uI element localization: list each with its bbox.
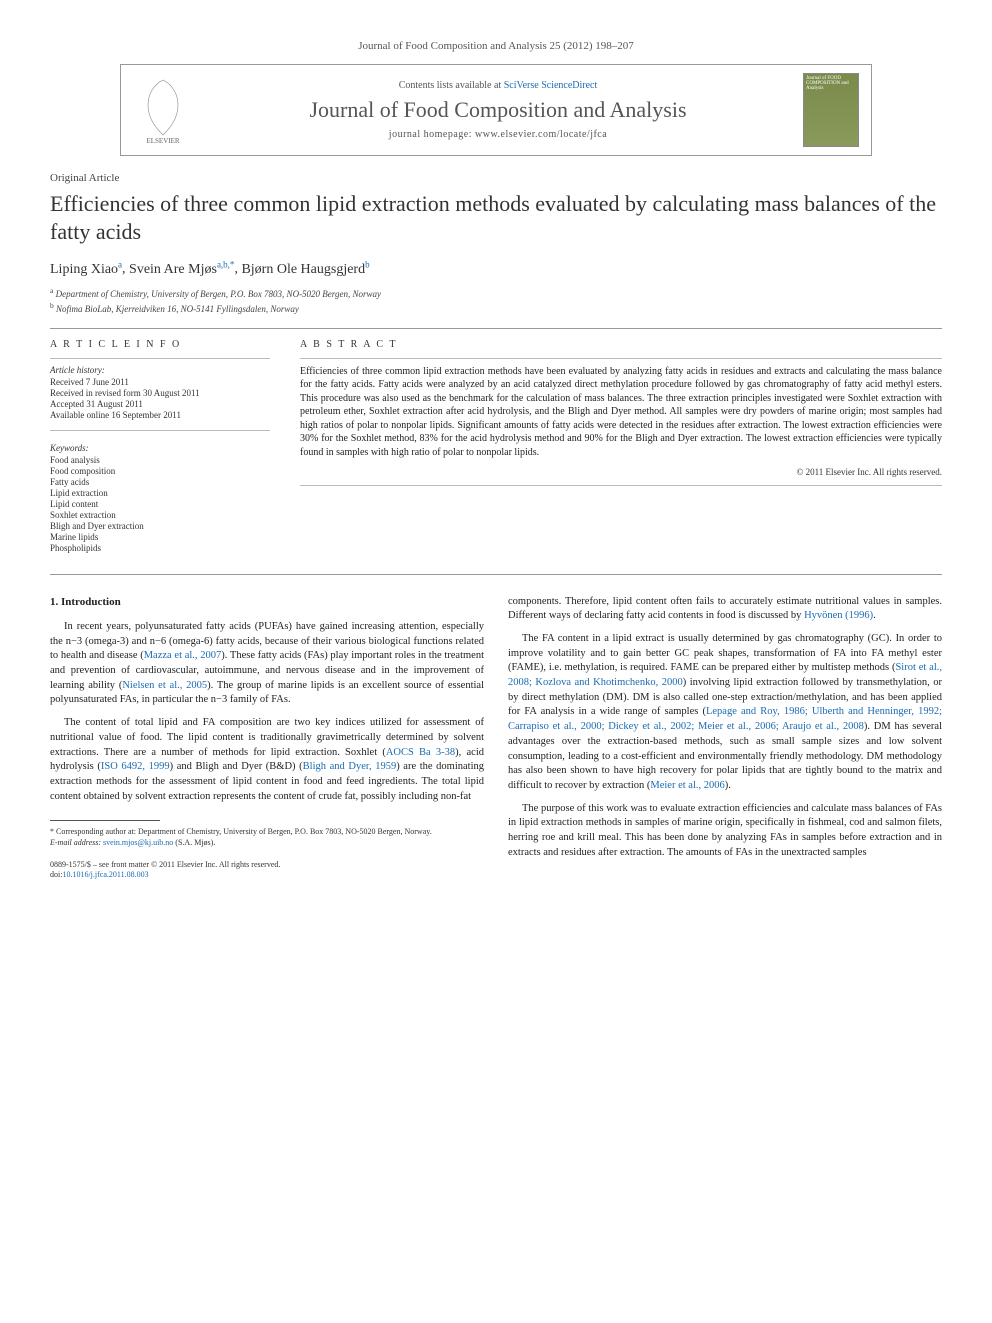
paragraph: The purpose of this work was to evaluate… [508, 802, 942, 861]
thin-divider [300, 485, 942, 486]
reference-link[interactable]: ISO 6492, 1999 [101, 761, 170, 772]
abstract-copyright: © 2011 Elsevier Inc. All rights reserved… [300, 467, 942, 477]
footer-bar: 0889-1575/$ – see front matter © 2011 El… [50, 860, 484, 881]
abstract: A B S T R A C T Efficiencies of three co… [300, 339, 942, 554]
sciencedirect-link[interactable]: SciVerse ScienceDirect [504, 80, 598, 91]
abstract-text: Efficiencies of three common lipid extra… [300, 365, 942, 460]
history-item: Accepted 31 August 2011 [50, 399, 270, 409]
thin-divider [300, 358, 942, 359]
reference-link[interactable]: Nielsen et al., 2005 [122, 680, 207, 691]
email-link[interactable]: svein.mjos@kj.uib.no [103, 838, 173, 847]
affiliation: a Department of Chemistry, University of… [50, 286, 942, 299]
keyword: Marine lipids [50, 532, 270, 542]
author: Svein Are Mjøsa,b,* [129, 262, 234, 277]
paragraph: The FA content in a lipid extract is usu… [508, 632, 942, 794]
history-item: Available online 16 September 2011 [50, 410, 270, 420]
contents-box: ELSEVIER Contents lists available at Sci… [120, 64, 872, 156]
keyword: Food composition [50, 466, 270, 476]
author: Bjørn Ole Haugsgjerdb [241, 262, 369, 277]
paragraph: components. Therefore, lipid content oft… [508, 595, 942, 624]
citation-text: Journal of Food Composition and Analysis… [358, 40, 634, 52]
reference-link[interactable]: Hyvönen (1996) [804, 610, 873, 621]
journal-name: Journal of Food Composition and Analysis [205, 97, 791, 123]
history-label: Article history: [50, 365, 270, 375]
keyword: Soxhlet extraction [50, 510, 270, 520]
keywords-label: Keywords: [50, 443, 270, 453]
keyword: Lipid content [50, 499, 270, 509]
keyword: Lipid extraction [50, 488, 270, 498]
author: Liping Xiaoa [50, 262, 122, 277]
history-item: Received in revised form 30 August 2011 [50, 388, 270, 398]
doi-link[interactable]: 10.1016/j.jfca.2011.08.003 [62, 870, 148, 879]
thin-divider [50, 358, 270, 359]
svg-text:ELSEVIER: ELSEVIER [146, 137, 179, 145]
column-right: components. Therefore, lipid content oft… [508, 595, 942, 881]
history-item: Received 7 June 2011 [50, 377, 270, 387]
email-footnote: E-mail address: svein.mjos@kj.uib.no (S.… [50, 838, 484, 848]
reference-link[interactable]: Mazza et al., 2007 [144, 650, 222, 661]
thin-divider [50, 430, 270, 431]
section-heading: 1. Introduction [50, 595, 484, 610]
reference-link[interactable]: AOCS Ba 3-38 [386, 747, 455, 758]
journal-cover-thumb: Journal of FOOD COMPOSITION and Analysis [803, 73, 859, 147]
section-label: Original Article [50, 172, 942, 184]
keyword: Food analysis [50, 455, 270, 465]
contents-mid: Contents lists available at SciVerse Sci… [205, 80, 791, 140]
paragraph: The content of total lipid and FA compos… [50, 716, 484, 804]
keyword: Bligh and Dyer extraction [50, 521, 270, 531]
body-columns: 1. Introduction In recent years, polyuns… [50, 595, 942, 881]
front-matter-line: 0889-1575/$ – see front matter © 2011 El… [50, 860, 484, 870]
contents-available-line: Contents lists available at SciVerse Sci… [205, 80, 791, 91]
article-title: Efficiencies of three common lipid extra… [50, 190, 942, 245]
article-info: A R T I C L E I N F O Article history: R… [50, 339, 270, 554]
corresponding-footnote: * Corresponding author at: Department of… [50, 827, 484, 837]
reference-link[interactable]: Bligh and Dyer, 1959 [303, 761, 397, 772]
footnote-divider [50, 820, 160, 821]
citation-header: Journal of Food Composition and Analysis… [50, 40, 942, 52]
divider [50, 328, 942, 329]
affiliation: b Nofima BioLab, Kjerreidviken 16, NO-51… [50, 301, 942, 314]
authors-line: Liping Xiaoa, Svein Are Mjøsa,b,*, Bjørn… [50, 259, 942, 278]
journal-homepage: journal homepage: www.elsevier.com/locat… [205, 129, 791, 140]
abstract-heading: A B S T R A C T [300, 339, 942, 350]
journal-homepage-url: www.elsevier.com/locate/jfca [475, 129, 607, 140]
keyword: Fatty acids [50, 477, 270, 487]
keyword: Phospholipids [50, 543, 270, 553]
reference-link[interactable]: Meier et al., 2006 [650, 780, 724, 791]
divider [50, 574, 942, 575]
doi-line: doi:10.1016/j.jfca.2011.08.003 [50, 870, 484, 880]
article-info-heading: A R T I C L E I N F O [50, 339, 270, 350]
info-abstract-row: A R T I C L E I N F O Article history: R… [50, 339, 942, 554]
paragraph: In recent years, polyunsaturated fatty a… [50, 620, 484, 708]
elsevier-logo: ELSEVIER [133, 75, 193, 145]
column-left: 1. Introduction In recent years, polyuns… [50, 595, 484, 881]
